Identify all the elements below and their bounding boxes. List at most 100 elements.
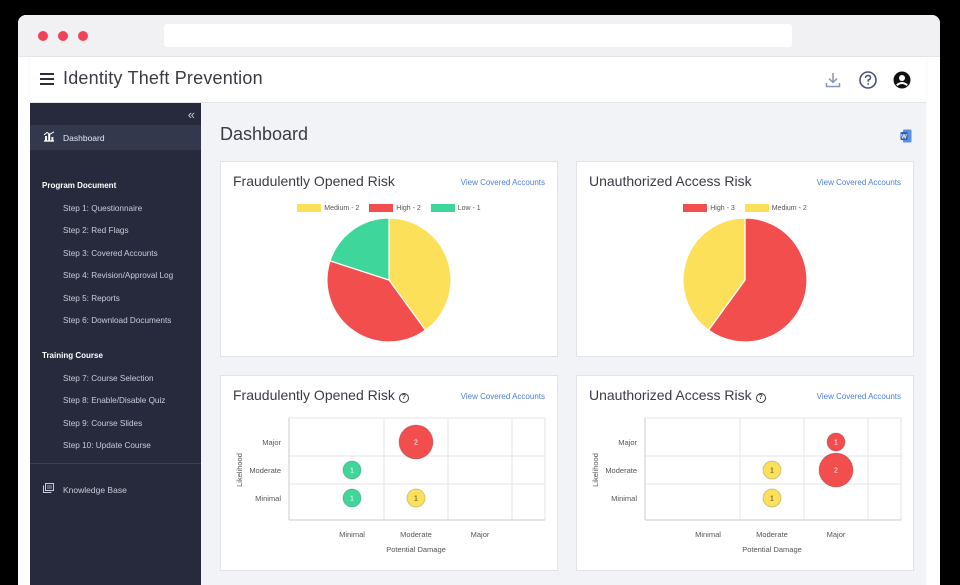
- view-covered-accounts-link[interactable]: View Covered Accounts: [816, 178, 901, 187]
- help-icon[interactable]: ?: [755, 393, 766, 403]
- pie-slice-high[interactable]: [326, 260, 427, 343]
- svg-text:W: W: [901, 135, 907, 141]
- sidebar-item-step-7[interactable]: Step 7: Course Selection: [63, 374, 154, 383]
- book-icon: [43, 483, 54, 493]
- unauthorized-access-pie-card: Unauthorized Access Risk View Covered Ac…: [576, 161, 914, 357]
- card-title: Unauthorized Access Risk?: [589, 387, 766, 403]
- page-title: Dashboard: [220, 124, 309, 144]
- x-tick-label: Major: [471, 530, 490, 539]
- sidebar-item-step-5[interactable]: Step 5: Reports: [63, 294, 120, 303]
- view-covered-accounts-link[interactable]: View Covered Accounts: [460, 392, 545, 401]
- legend-swatch: [369, 204, 394, 212]
- bubble-medium[interactable]: [762, 460, 782, 480]
- download-icon[interactable]: [823, 70, 843, 90]
- bubble-count-label: 1: [770, 468, 774, 475]
- bubble-count-label: 1: [834, 440, 838, 447]
- view-covered-accounts-link[interactable]: View Covered Accounts: [816, 392, 901, 401]
- chart-legend: Medium - 2 High - 2 Low - 1: [221, 204, 557, 212]
- bubble-count-label: 1: [350, 496, 354, 503]
- x-tick-label: Major: [827, 530, 846, 539]
- sidebar-item-step-1[interactable]: Step 1: Questionnaire: [63, 204, 143, 213]
- x-tick-label: Minimal: [695, 530, 721, 539]
- legend-item-high[interactable]: High - 2: [369, 204, 421, 212]
- bubble-chart: Minimal Moderate Major Minimal Moderate Major…: [591, 417, 902, 554]
- main-content: Dashboard W Fraudulently Opened Risk Vie…: [201, 103, 926, 585]
- sidebar: « Dashboard Program Document Step 1: Que…: [30, 103, 201, 585]
- dashboard-icon: [43, 131, 55, 142]
- pie-slice-low[interactable]: [329, 217, 390, 281]
- bubble-count-label: 1: [414, 496, 418, 503]
- chart-legend: High - 3 Medium - 2: [577, 204, 913, 212]
- card-title-text: Unauthorized Access Risk: [589, 387, 752, 403]
- collapse-sidebar-icon[interactable]: «: [187, 107, 195, 122]
- help-icon[interactable]: [858, 70, 878, 90]
- help-icon[interactable]: ?: [398, 393, 409, 403]
- minimize-window-dot[interactable]: [58, 31, 68, 41]
- bubble-low[interactable]: [342, 488, 362, 508]
- bubble-count-label: 1: [770, 496, 774, 503]
- bubble-count-label: 2: [834, 468, 838, 475]
- legend-item-high[interactable]: High - 3: [683, 204, 735, 212]
- card-title-text: Fraudulently Opened Risk: [233, 387, 395, 403]
- y-tick-label: Minimal: [611, 494, 637, 503]
- bubble-medium[interactable]: [406, 488, 426, 508]
- app-header: Identity Theft Prevention: [30, 57, 926, 103]
- sidebar-section-training-course: Training Course: [42, 351, 103, 360]
- x-tick-label: Moderate: [756, 530, 788, 539]
- y-tick-label: Moderate: [605, 466, 637, 475]
- sidebar-item-step-6[interactable]: Step 6: Download Documents: [63, 316, 172, 325]
- bubble-low[interactable]: [342, 460, 362, 480]
- sidebar-item-step-10[interactable]: Step 10: Update Course: [63, 441, 151, 450]
- legend-label: Low - 1: [457, 204, 481, 212]
- legend-swatch: [430, 204, 455, 212]
- legend-item-low[interactable]: Low - 1: [430, 204, 481, 212]
- pie-slice-medium[interactable]: [388, 217, 452, 331]
- bubble-high[interactable]: [826, 432, 846, 452]
- x-axis-label: Potential Damage: [386, 545, 446, 554]
- bubble-chart: Minimal Moderate Major Minimal Moderate Major…: [235, 417, 546, 554]
- maximize-window-dot[interactable]: [78, 31, 88, 41]
- bubble-high[interactable]: [818, 452, 854, 488]
- legend-swatch: [297, 204, 322, 212]
- card-title: Unauthorized Access Risk: [589, 173, 752, 189]
- close-window-dot[interactable]: [38, 31, 48, 41]
- sidebar-item-step-9[interactable]: Step 9: Course Slides: [63, 419, 143, 428]
- legend-item-medium[interactable]: Medium - 2: [744, 204, 807, 212]
- sidebar-item-step-3[interactable]: Step 3: Covered Accounts: [63, 249, 158, 258]
- x-tick-label: Minimal: [339, 530, 365, 539]
- bubble-medium[interactable]: [762, 488, 782, 508]
- y-tick-label: Minimal: [255, 494, 281, 503]
- pie-slice-medium[interactable]: [682, 217, 746, 331]
- sidebar-item-step-4[interactable]: Step 4: Revision/Approval Log: [63, 271, 174, 280]
- y-tick-label: Moderate: [249, 466, 281, 475]
- legend-item-medium[interactable]: Medium - 2: [297, 204, 359, 212]
- view-covered-accounts-link[interactable]: View Covered Accounts: [460, 178, 545, 187]
- bubble-high[interactable]: [398, 424, 434, 460]
- legend-label: Medium - 2: [324, 204, 360, 212]
- browser-toolbar: [18, 15, 940, 57]
- card-title: Fraudulently Opened Risk: [233, 173, 395, 189]
- sidebar-item-knowledge-base[interactable]: Knowledge Base: [30, 479, 201, 499]
- y-tick-label: Major: [262, 438, 281, 447]
- account-icon[interactable]: [892, 70, 912, 90]
- pie-slice-high[interactable]: [707, 217, 808, 343]
- bubble-count-label: 1: [350, 468, 354, 475]
- y-tick-label: Major: [618, 438, 637, 447]
- menu-icon[interactable]: [40, 73, 54, 85]
- legend-swatch: [744, 204, 769, 212]
- x-tick-label: Moderate: [400, 530, 432, 539]
- fraud-opened-bubble-card: Fraudulently Opened Risk? View Covered A…: [220, 375, 558, 571]
- address-bar[interactable]: [164, 24, 792, 47]
- pie-chart: [682, 217, 808, 343]
- pie-chart: [326, 217, 452, 343]
- word-export-icon[interactable]: W: [900, 129, 912, 143]
- sidebar-divider: [30, 463, 201, 464]
- sidebar-item-label: Dashboard: [63, 133, 105, 143]
- sidebar-item-step-2[interactable]: Step 2: Red Flags: [63, 226, 129, 235]
- sidebar-section-program-document: Program Document: [42, 181, 117, 190]
- legend-label: High - 3: [710, 204, 735, 212]
- sidebar-item-dashboard[interactable]: Dashboard: [30, 125, 201, 150]
- fraud-opened-pie-card: Fraudulently Opened Risk View Covered Ac…: [220, 161, 558, 357]
- legend-swatch: [683, 204, 708, 212]
- sidebar-item-step-8[interactable]: Step 8: Enable/Disable Quiz: [63, 396, 166, 405]
